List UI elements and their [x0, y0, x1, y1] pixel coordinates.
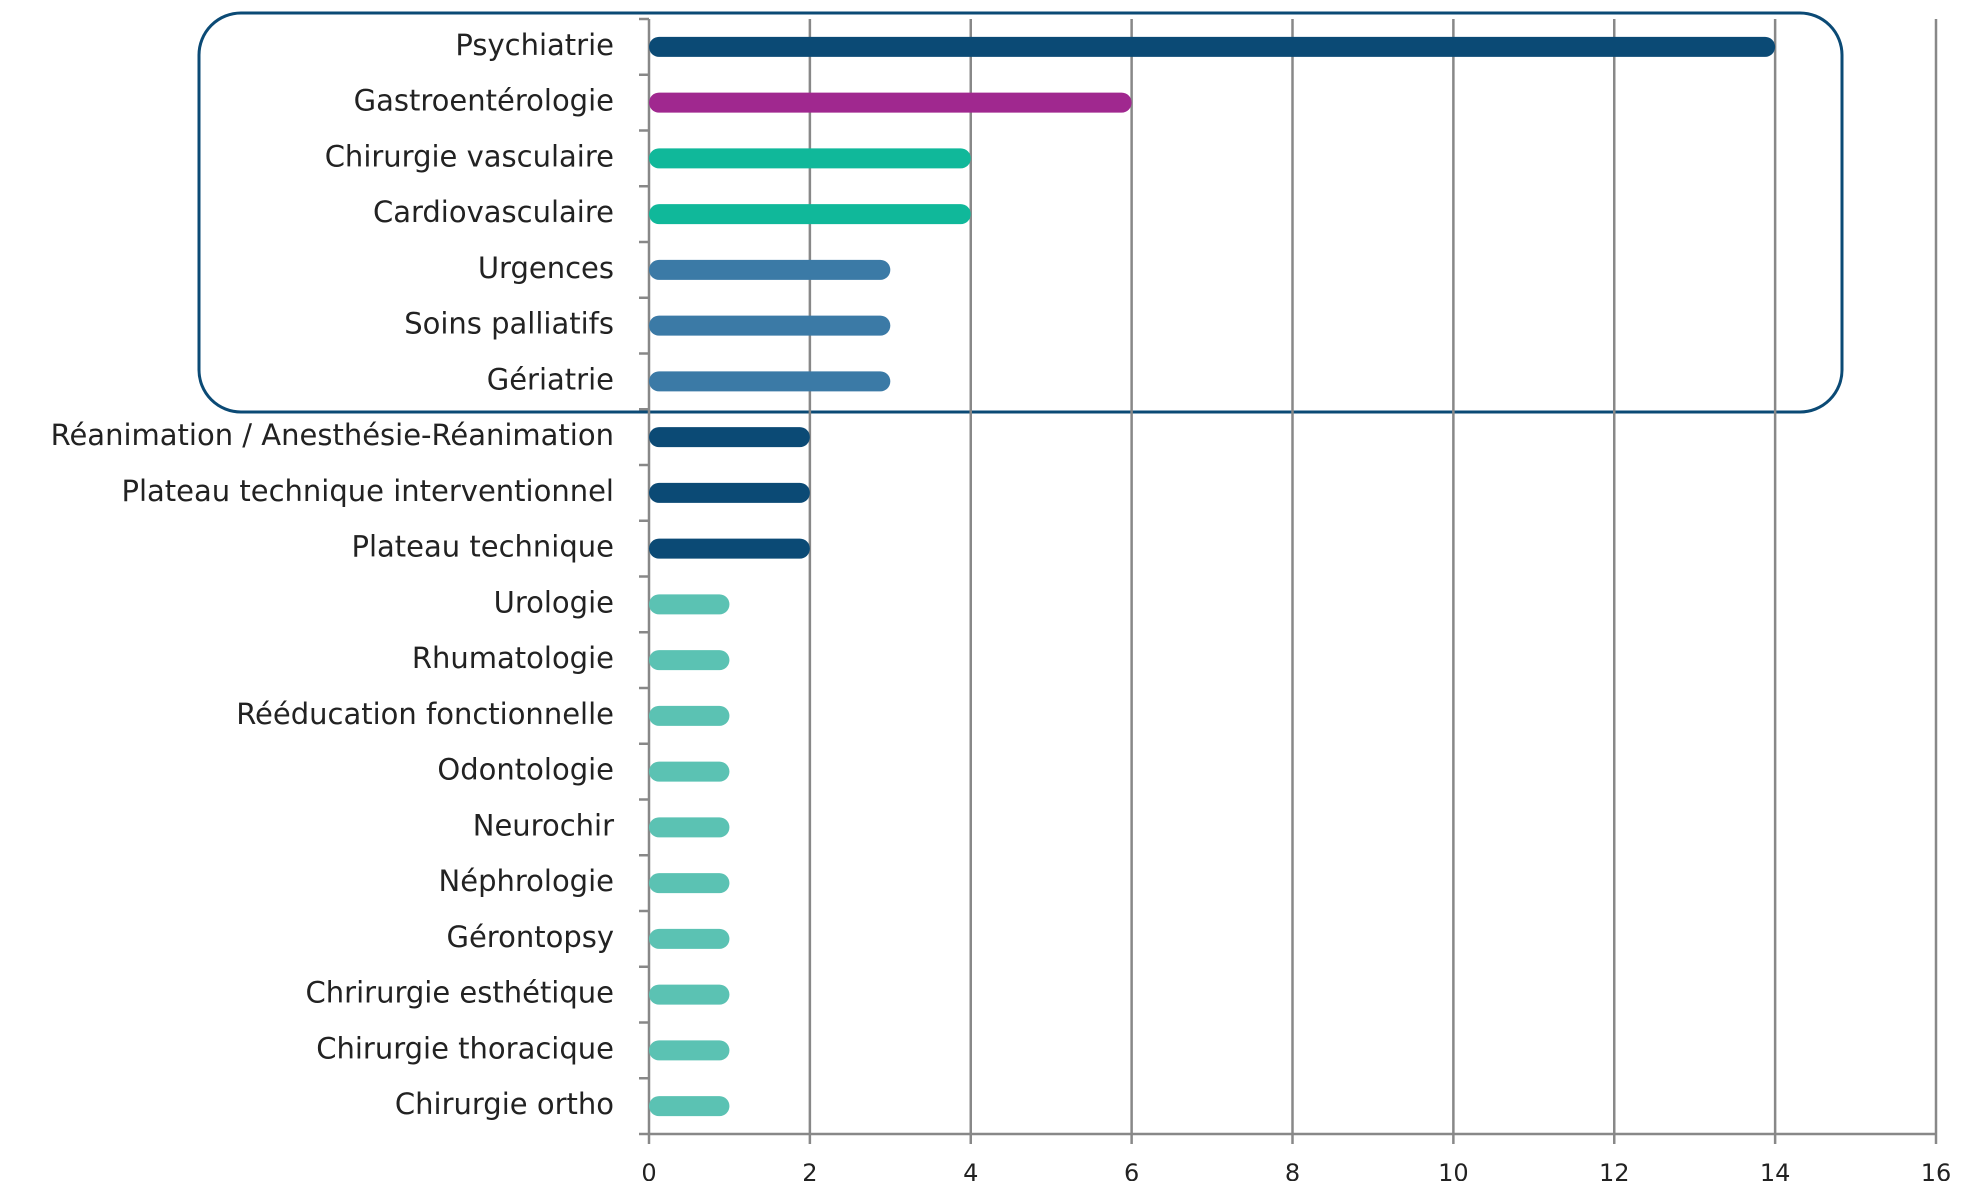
y-tick-label: Gastroentérologie	[354, 84, 614, 118]
bar	[649, 482, 810, 503]
bar	[649, 148, 971, 169]
y-tick-label: Cardiovasculaire	[373, 195, 614, 229]
bar	[649, 204, 971, 225]
bar	[649, 36, 1776, 57]
y-tick-label: Urologie	[494, 585, 614, 619]
y-tick-label: Neurochir	[473, 808, 614, 842]
y-tick-label: Plateau technique interventionnel	[121, 474, 614, 508]
x-tick-label: 4	[963, 1159, 978, 1181]
y-tick-label: Réanimation / Anesthésie-Réanimation	[51, 418, 614, 452]
x-tick-label: 16	[1921, 1159, 1952, 1181]
bar	[649, 1096, 730, 1117]
y-tick-label: Rhumatologie	[412, 641, 614, 675]
y-tick-label: Chirurgie vasculaire	[325, 139, 614, 173]
bar	[649, 873, 730, 894]
y-tick-label: Néphrologie	[439, 864, 614, 898]
bar	[649, 259, 891, 280]
bar	[649, 594, 730, 615]
y-tick-label: Odontologie	[437, 753, 614, 787]
bar	[649, 984, 730, 1005]
highlight-box	[197, 11, 1844, 414]
bar	[649, 928, 730, 949]
bar	[649, 1040, 730, 1061]
bar	[649, 92, 1132, 113]
y-tick-label: Rééducation fonctionnelle	[236, 697, 614, 731]
bar	[649, 817, 730, 838]
x-tick-label: 8	[1285, 1159, 1300, 1181]
y-tick-label: Gérontopsy	[446, 920, 614, 954]
y-tick-label: Soins palliatifs	[404, 307, 614, 341]
bar	[649, 371, 891, 392]
x-tick-label: 0	[641, 1159, 656, 1181]
y-tick-label: Urgences	[478, 251, 614, 285]
bar	[649, 705, 730, 726]
y-tick-label: Chrirurgie esthétique	[306, 976, 614, 1010]
bar	[649, 315, 891, 336]
x-tick-label: 10	[1438, 1159, 1469, 1181]
y-tick-label: Gériatrie	[487, 362, 614, 396]
bar	[649, 427, 810, 448]
y-tick-label: Psychiatrie	[455, 28, 614, 62]
bar	[649, 538, 810, 559]
x-tick-label: 6	[1124, 1159, 1139, 1181]
y-tick-label: Plateau technique	[351, 530, 614, 564]
y-tick-label: Chirurgie thoracique	[316, 1031, 614, 1065]
y-tick-label: Chirurgie ortho	[395, 1087, 614, 1121]
bar	[649, 761, 730, 782]
x-tick-label: 14	[1760, 1159, 1791, 1181]
x-tick-label: 12	[1599, 1159, 1630, 1181]
bar	[649, 650, 730, 671]
x-tick-label: 2	[802, 1159, 817, 1181]
